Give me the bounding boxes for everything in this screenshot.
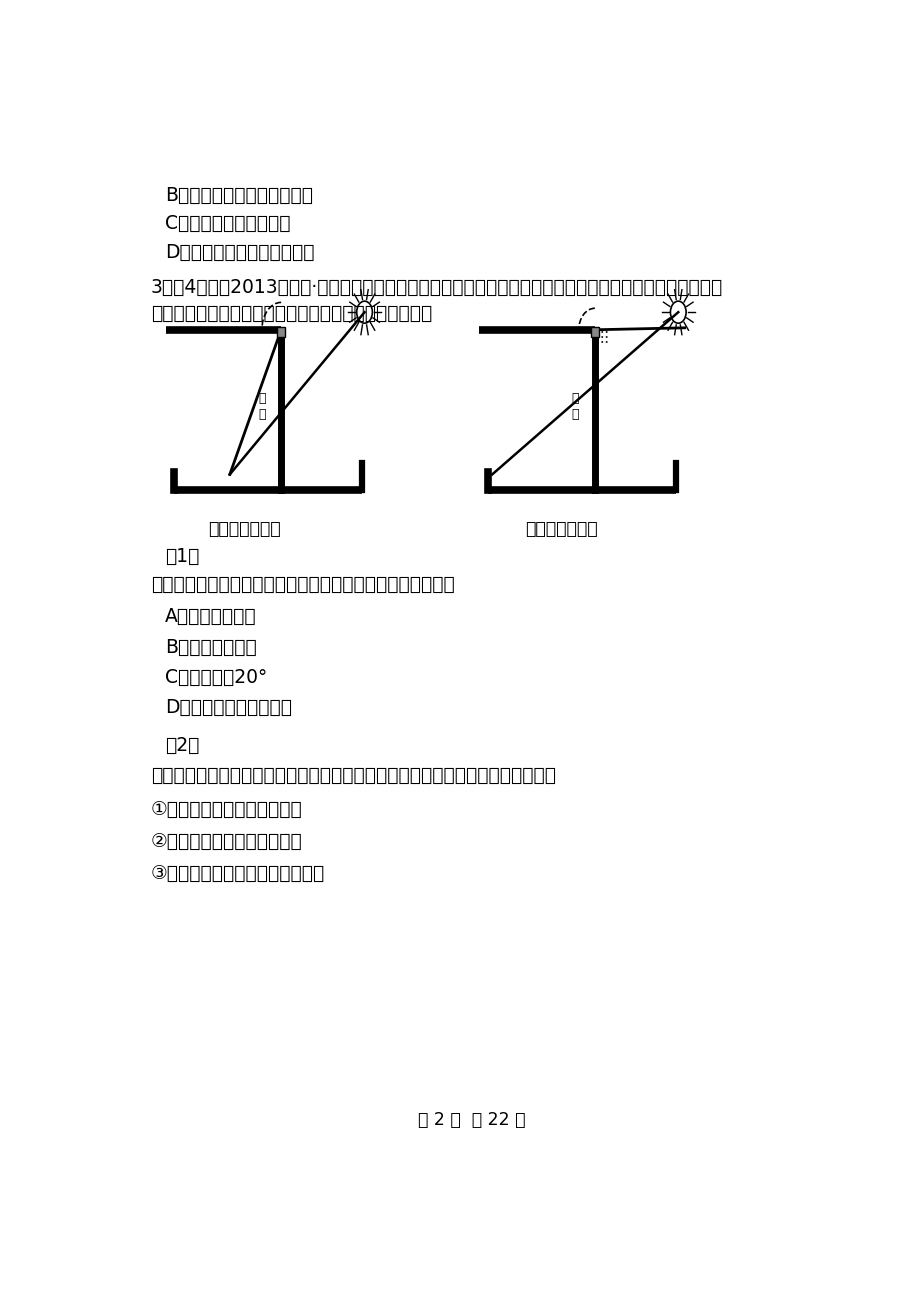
Text: 3．（4分）（2013高一上·邢台月考）福建某中学研究性学习小组，设计了可调节窗户遮阳板，实现教室良好: 3．（4分）（2013高一上·邢台月考）福建某中学研究性学习小组，设计了可调节窗… bbox=[151, 277, 722, 297]
Text: D．南极圈以南地区极昼: D．南极圈以南地区极昼 bbox=[165, 698, 291, 716]
Text: 第 2 页  共 22 页: 第 2 页 共 22 页 bbox=[417, 1111, 525, 1129]
Text: 窗: 窗 bbox=[572, 392, 579, 405]
Text: 户: 户 bbox=[258, 408, 266, 421]
Text: 的遮阳与采光．图示意遮阳板设计原理，据此回答下题．: 的遮阳与采光．图示意遮阳板设计原理，据此回答下题． bbox=[151, 303, 431, 323]
Bar bbox=[591, 327, 598, 337]
Text: ③遮阳板长度不变，降低安装高度: ③遮阳板长度不变，降低安装高度 bbox=[151, 865, 324, 883]
Text: 遮阳板收起，室内正午太阳光照面积达一年最大值时（　　）: 遮阳板收起，室内正午太阳光照面积达一年最大值时（ ） bbox=[151, 575, 454, 594]
Text: 邢台某中学生借鉴这一设计，若两地窗户大小形状相同，则应做的调整是（　　）: 邢台某中学生借鉴这一设计，若两地窗户大小形状相同，则应做的调整是（ ） bbox=[151, 766, 555, 785]
Text: 遮阳板放下遮阳: 遮阳板放下遮阳 bbox=[208, 521, 280, 538]
Text: C．太阳直射20°: C．太阳直射20° bbox=[165, 668, 267, 686]
Text: B．北半球为夏季: B．北半球为夏季 bbox=[165, 638, 256, 656]
Text: 户: 户 bbox=[572, 408, 579, 421]
Text: ②安装高度不变，缩短遮阳板: ②安装高度不变，缩短遮阳板 bbox=[151, 832, 302, 852]
Text: （1）: （1） bbox=[165, 547, 199, 566]
Bar bbox=[278, 327, 285, 337]
Text: C．南极圈内有极夜现象: C．南极圈内有极夜现象 bbox=[165, 215, 290, 233]
Text: D．北京与开普敦的昼长相等: D．北京与开普敦的昼长相等 bbox=[165, 242, 314, 262]
Text: （2）: （2） bbox=[165, 736, 199, 755]
Text: 遮阳板收起采光: 遮阳板收起采光 bbox=[525, 521, 597, 538]
Text: B．攀枝花正午影长年内最长: B．攀枝花正午影长年内最长 bbox=[165, 186, 312, 206]
Text: A．全球昼夜平分: A．全球昼夜平分 bbox=[165, 607, 256, 626]
Text: ①安装高度不变，加长遮阳板: ①安装高度不变，加长遮阳板 bbox=[151, 799, 302, 819]
Text: 窗: 窗 bbox=[258, 392, 266, 405]
